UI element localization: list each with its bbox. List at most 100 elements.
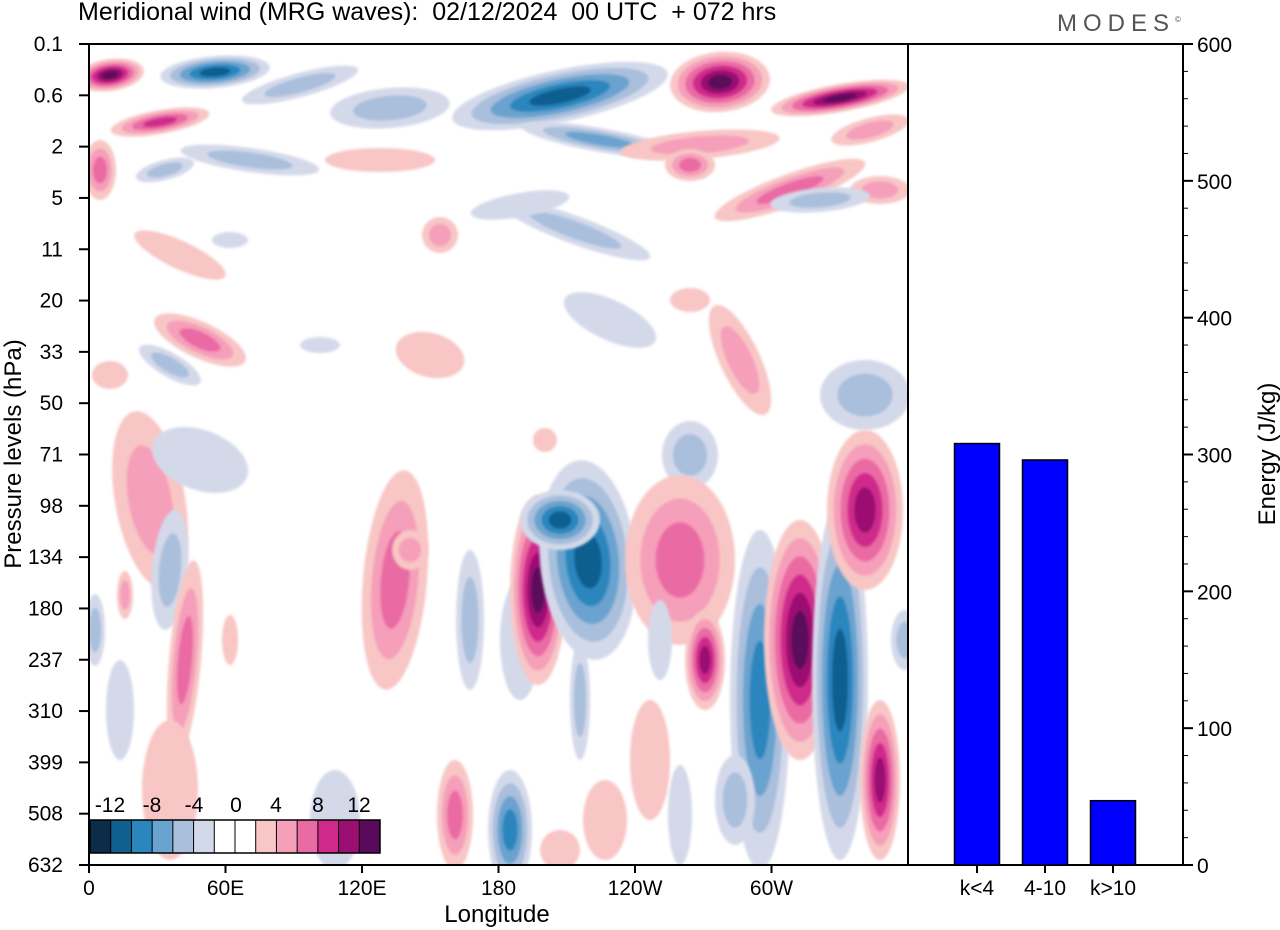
colorbar-swatch bbox=[255, 820, 277, 853]
positive-anomaly bbox=[117, 571, 133, 619]
contour-level bbox=[428, 223, 452, 247]
contour-level bbox=[854, 487, 876, 533]
x-axis-title: Longitude bbox=[444, 901, 549, 928]
energy-tick-label: 300 bbox=[1197, 445, 1232, 468]
negative-anomaly bbox=[106, 660, 134, 760]
contour-level bbox=[212, 232, 248, 248]
contour-level bbox=[353, 95, 427, 121]
contour-level bbox=[791, 610, 809, 670]
contour-level bbox=[158, 533, 182, 607]
negative-anomaly bbox=[300, 337, 340, 353]
y-tick-label: 20 bbox=[40, 290, 63, 313]
positive-anomaly bbox=[92, 361, 128, 389]
positive-anomaly bbox=[540, 830, 580, 865]
colorbar-swatch bbox=[359, 820, 381, 853]
colorbar-swatch bbox=[276, 820, 298, 853]
contour-level bbox=[528, 211, 622, 249]
contour-level bbox=[563, 292, 657, 348]
positive-anomaly bbox=[708, 304, 772, 416]
y-tick-label: 0.1 bbox=[34, 33, 63, 56]
contour-level bbox=[502, 809, 518, 851]
contour-level bbox=[861, 181, 899, 199]
heatmap-field bbox=[89, 51, 908, 865]
positive-anomaly bbox=[89, 140, 116, 200]
positive-anomaly bbox=[222, 615, 238, 665]
colorbar-label: 8 bbox=[312, 794, 324, 817]
contour-level bbox=[134, 230, 226, 280]
contour-level bbox=[699, 645, 711, 675]
colorbar-label: -8 bbox=[143, 794, 162, 817]
contour-level bbox=[89, 607, 102, 653]
contour-level bbox=[846, 120, 894, 140]
contour-level bbox=[837, 373, 893, 417]
contour-level bbox=[120, 580, 130, 610]
contour-level bbox=[92, 156, 108, 184]
positive-anomaly bbox=[395, 331, 465, 379]
contour-level bbox=[447, 790, 463, 840]
negative-anomaly bbox=[452, 61, 668, 131]
positive-anomaly bbox=[422, 217, 458, 253]
x-tick-label: 180 bbox=[481, 877, 516, 900]
contour-level bbox=[300, 337, 340, 353]
energy-bar bbox=[1089, 799, 1137, 866]
y-tick-label: 5 bbox=[51, 187, 63, 210]
energy-tick-label: 200 bbox=[1197, 581, 1232, 604]
negative-anomaly bbox=[151, 427, 249, 493]
contour-level bbox=[707, 74, 733, 90]
positive-anomaly bbox=[361, 470, 429, 690]
y-tick-label: 11 bbox=[41, 238, 63, 261]
colorbar-label: 4 bbox=[270, 794, 282, 817]
contour-level bbox=[722, 772, 748, 828]
negative-anomaly bbox=[891, 610, 908, 670]
contour-level bbox=[101, 70, 119, 80]
energy-tick-label: 0 bbox=[1197, 855, 1209, 878]
negative-anomaly bbox=[668, 765, 692, 865]
y-tick-label: 98 bbox=[40, 495, 63, 518]
negative-anomaly bbox=[820, 360, 908, 430]
contour-level bbox=[548, 511, 572, 529]
positive-anomaly bbox=[714, 158, 866, 222]
positive-anomaly bbox=[827, 430, 903, 590]
positive-anomaly bbox=[771, 79, 908, 117]
contour-level bbox=[325, 148, 435, 172]
colorbar-swatch bbox=[193, 820, 215, 853]
contour-level bbox=[573, 663, 587, 737]
contour-level bbox=[678, 157, 702, 173]
colorbar-label: -4 bbox=[185, 794, 204, 817]
negative-anomaly bbox=[135, 157, 195, 183]
y-tick-label: 33 bbox=[40, 341, 63, 364]
modes-logo: MODES© bbox=[1057, 10, 1181, 37]
contour-level bbox=[668, 765, 692, 865]
contour-level bbox=[151, 427, 249, 493]
contour-level bbox=[823, 93, 857, 103]
colorbar-swatch bbox=[297, 820, 319, 853]
positive-anomaly bbox=[154, 313, 246, 367]
negative-anomaly bbox=[241, 65, 359, 105]
contour-level bbox=[395, 331, 465, 379]
contour-level bbox=[176, 615, 194, 705]
energy-tick-label: 100 bbox=[1197, 718, 1232, 741]
negative-anomaly bbox=[470, 190, 570, 220]
y-tick-label: 310 bbox=[28, 700, 63, 723]
positive-anomaly bbox=[831, 114, 908, 146]
colorbar-swatch bbox=[172, 820, 195, 853]
colorbar: -12 -8 -4 0 4 8 12 bbox=[89, 794, 381, 854]
negative-anomaly bbox=[488, 770, 532, 865]
category-label: 4-10 bbox=[1024, 877, 1066, 900]
chart-title: Meridional wind (MRG waves): 02/12/2024 … bbox=[78, 0, 777, 26]
category-label: k>10 bbox=[1090, 877, 1136, 900]
contour-level bbox=[574, 531, 602, 589]
y-tick-label: 134 bbox=[28, 546, 63, 569]
contour-level bbox=[650, 135, 750, 155]
colorbar-swatch bbox=[235, 820, 257, 853]
positive-anomaly bbox=[665, 149, 715, 181]
positive-anomaly bbox=[625, 475, 735, 645]
energy-tick-label: 500 bbox=[1197, 171, 1232, 194]
negative-anomaly bbox=[520, 490, 600, 550]
colorbar-swatch bbox=[214, 820, 236, 853]
negative-anomaly bbox=[330, 87, 450, 129]
contour-level bbox=[199, 67, 231, 77]
negative-anomaly bbox=[160, 55, 270, 89]
contour-level bbox=[461, 576, 479, 664]
energy-bar-panel: 0 100 200 300 400 500 600 k<4 4-10 k>10 bbox=[907, 34, 1232, 900]
